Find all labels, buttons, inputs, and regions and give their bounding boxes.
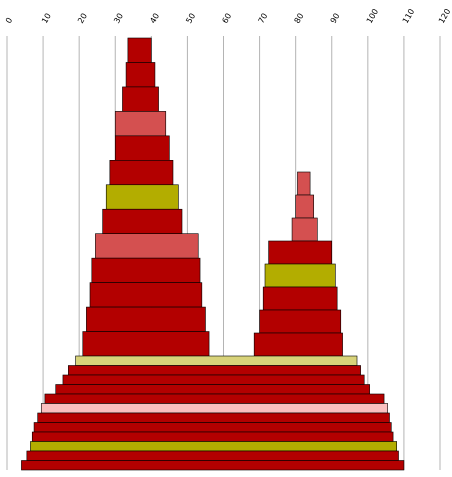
x-tick-label-20: 20 <box>76 12 89 25</box>
right-peak-bar-3 <box>291 217 318 242</box>
left-peak-bar-12 <box>86 306 206 332</box>
x-tick-label-40: 40 <box>148 12 161 25</box>
left-peak-bar-13 <box>82 331 210 357</box>
right-peak-bar-1 <box>297 171 311 196</box>
x-tick-label-70: 70 <box>257 12 270 25</box>
x-tick-label-50: 50 <box>184 12 197 25</box>
right-peak-bar-7 <box>259 309 342 334</box>
right-peak-bar-8 <box>253 332 343 357</box>
left-peak-bar-4 <box>114 111 167 137</box>
left-peak-bar-1 <box>127 37 152 63</box>
x-tick-label-60: 60 <box>220 12 233 25</box>
base-bar-10 <box>30 441 397 452</box>
base-bar-7 <box>37 412 390 423</box>
right-peak-bar-4 <box>268 240 333 265</box>
base-bar-9 <box>31 431 394 442</box>
base-bar-6 <box>40 403 388 414</box>
x-tick-label-30: 30 <box>112 12 125 25</box>
x-tick-label-0: 0 <box>4 16 14 25</box>
bar-marks <box>21 37 405 471</box>
base-bar-8 <box>33 422 392 433</box>
left-peak-bar-5 <box>114 135 170 161</box>
x-tick-label-80: 80 <box>293 12 306 25</box>
base-bar-11 <box>26 450 399 461</box>
base-bar-5 <box>44 393 385 404</box>
left-peak-bar-10 <box>91 257 201 283</box>
base-bar-1 <box>75 355 358 366</box>
base-bar-3 <box>62 374 365 385</box>
left-peak-bar-11 <box>89 282 203 308</box>
x-tick-label-10: 10 <box>40 12 53 25</box>
left-peak-bar-3 <box>122 86 159 112</box>
right-peak-bar-6 <box>262 286 338 311</box>
left-peak-bar-8 <box>102 208 183 234</box>
left-peak-bar-2 <box>125 62 156 88</box>
x-axis-tick-labels: 0 10 20 30 40 50 60 70 80 90 100 110 120 <box>4 7 452 25</box>
x-tick-label-90: 90 <box>329 12 342 25</box>
base-bar-12 <box>21 460 405 471</box>
left-peak-bar-7 <box>105 184 179 210</box>
x-tick-label-110: 110 <box>401 7 416 25</box>
x-tick-label-120: 120 <box>437 7 452 25</box>
left-peak-bar-6 <box>109 160 174 186</box>
x-tick-label-100: 100 <box>365 7 380 25</box>
right-peak-bar-2 <box>295 194 315 219</box>
base-bar-2 <box>68 365 361 376</box>
left-peak-bar-9 <box>95 233 199 259</box>
base-bar-4 <box>55 384 370 395</box>
right-peak-bar-5 <box>264 263 336 288</box>
